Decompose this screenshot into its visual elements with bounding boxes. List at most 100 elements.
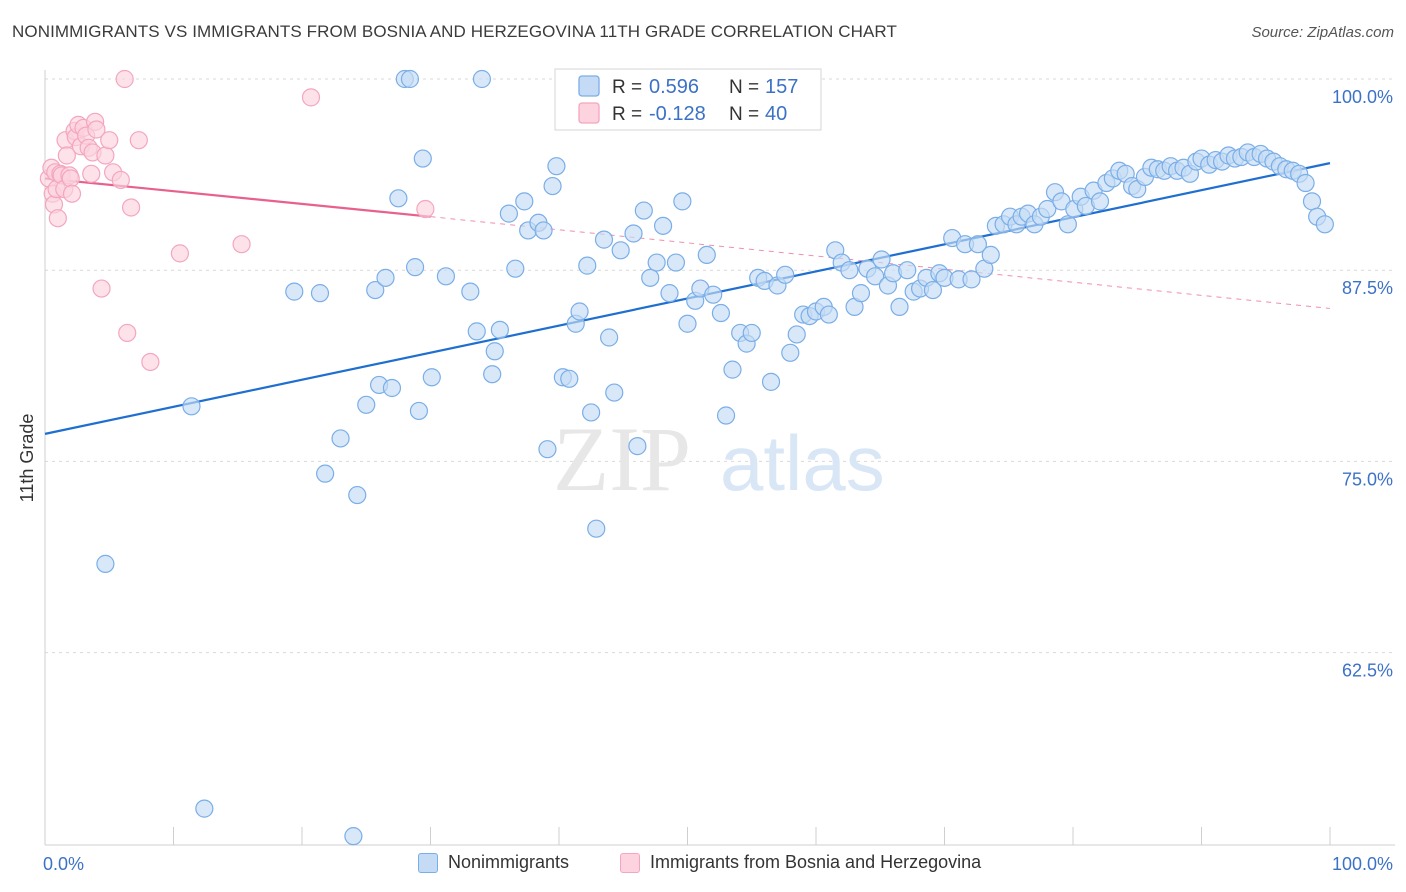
point-immigrants-31 — [115, 69, 134, 89]
point-nonimmigrants-44 — [594, 230, 614, 249]
point-immigrants-36 — [170, 244, 190, 263]
point-immigrants-25 — [87, 120, 106, 139]
point-nonimmigrants-28 — [499, 204, 518, 223]
stats-n-label-1: N = — [729, 104, 759, 125]
point-nonimmigrants-26 — [485, 342, 504, 361]
point-nonimmigrants-9 — [357, 395, 376, 414]
stats-n-value-1: 40 — [765, 103, 787, 125]
point-nonimmigrants-7 — [344, 827, 363, 846]
point-nonimmigrants-101 — [962, 270, 981, 289]
point-immigrants-6 — [48, 209, 67, 228]
stats-r-label-1: R = — [612, 104, 642, 125]
point-nonimmigrants-25 — [483, 365, 502, 384]
point-nonimmigrants-0 — [96, 554, 115, 573]
point-nonimmigrants-8 — [348, 485, 367, 505]
axes — [44, 70, 1395, 846]
watermark: ZIP atlas — [553, 408, 885, 510]
point-immigrants-30 — [111, 170, 130, 190]
watermark-zip: ZIP — [553, 408, 691, 510]
point-nonimmigrants-104 — [981, 245, 1000, 265]
point-immigrants-13 — [61, 169, 80, 188]
point-nonimmigrants-22 — [461, 282, 480, 301]
point-nonimmigrants-84 — [851, 284, 871, 303]
point-nonimmigrants-41 — [578, 256, 597, 275]
legend-item-immigrants[interactable]: Immigrants from Bosnia and Herzegovina — [620, 852, 981, 873]
stats-swatch-0 — [578, 75, 600, 97]
point-nonimmigrants-121 — [1090, 192, 1110, 211]
point-immigrants-33 — [121, 198, 141, 217]
point-nonimmigrants-102 — [968, 235, 988, 254]
point-nonimmigrants-60 — [697, 245, 716, 265]
stats-swatch-1 — [578, 102, 600, 124]
stats-legend: R = 0.596 N = 157 R = -0.128 N = 40 — [554, 68, 822, 131]
point-nonimmigrants-34 — [538, 440, 557, 459]
point-nonimmigrants-3 — [285, 282, 304, 301]
point-nonimmigrants-6 — [331, 429, 350, 448]
legend-swatch-pink — [620, 852, 640, 873]
point-nonimmigrants-63 — [716, 406, 736, 425]
point-immigrants-14 — [62, 184, 82, 203]
point-nonimmigrants-14 — [389, 189, 408, 208]
chart-source: Source: ZipAtlas.com — [1251, 24, 1394, 41]
point-nonimmigrants-87 — [872, 250, 891, 269]
point-nonimmigrants-38 — [560, 369, 579, 388]
point-nonimmigrants-35 — [543, 176, 562, 196]
point-nonimmigrants-29 — [506, 259, 525, 278]
point-nonimmigrants-57 — [678, 314, 697, 333]
point-nonimmigrants-21 — [436, 267, 456, 286]
point-nonimmigrants-10 — [366, 280, 385, 300]
stats-n-label-0: N = — [729, 77, 759, 98]
point-nonimmigrants-86 — [866, 267, 885, 286]
point-nonimmigrants-82 — [840, 261, 859, 280]
point-immigrants-35 — [141, 352, 160, 372]
point-nonimmigrants-30 — [515, 192, 534, 211]
point-nonimmigrants-116 — [1058, 215, 1077, 234]
point-nonimmigrants-47 — [611, 241, 630, 260]
point-nonimmigrants-67 — [742, 323, 761, 343]
point-nonimmigrants-42 — [582, 403, 601, 422]
point-immigrants-22 — [82, 164, 101, 183]
point-immigrants-11 — [57, 146, 76, 165]
point-nonimmigrants-24 — [472, 69, 491, 89]
point-nonimmigrants-95 — [923, 280, 943, 300]
point-nonimmigrants-33 — [534, 221, 553, 240]
point-nonimmigrants-40 — [570, 302, 589, 321]
point-nonimmigrants-74 — [787, 325, 806, 344]
point-immigrants-39 — [416, 199, 435, 219]
point-nonimmigrants-43 — [587, 519, 606, 538]
legend-swatch-blue — [418, 852, 438, 873]
legend-item-nonimmigrants[interactable]: Nonimmigrants — [418, 852, 569, 873]
point-nonimmigrants-17 — [405, 258, 425, 277]
point-immigrants-34 — [129, 131, 148, 150]
y-tick-label-0: 100.0% — [1332, 87, 1393, 107]
y-tick-label-2: 75.0% — [1342, 469, 1393, 489]
point-nonimmigrants-49 — [628, 437, 647, 456]
point-nonimmigrants-154 — [1302, 192, 1322, 211]
stats-r-value-0: 0.596 — [649, 76, 699, 98]
bottom-legend: Nonimmigrants Immigrants from Bosnia and… — [0, 852, 1406, 878]
point-nonimmigrants-51 — [641, 268, 660, 287]
point-nonimmigrants-156 — [1315, 215, 1334, 234]
point-nonimmigrants-53 — [653, 216, 673, 235]
legend-label-immigrants: Immigrants from Bosnia and Herzegovina — [650, 852, 982, 872]
point-nonimmigrants-50 — [634, 201, 653, 220]
point-nonimmigrants-2 — [195, 799, 214, 818]
axis-labels: 100.0% 87.5% 75.0% 62.5% 0.0% 100.0% 11th Grad… — [17, 87, 1393, 874]
watermark-atlas: atlas — [720, 419, 885, 507]
point-nonimmigrants-52 — [647, 253, 666, 272]
point-nonimmigrants-48 — [624, 224, 643, 243]
legend-label-nonimmigrants: Nonimmigrants — [448, 852, 570, 872]
point-nonimmigrants-61 — [704, 285, 723, 304]
point-nonimmigrants-56 — [673, 192, 692, 211]
point-nonimmigrants-16 — [400, 69, 420, 89]
point-immigrants-27 — [96, 146, 115, 165]
point-nonimmigrants-13 — [382, 378, 402, 398]
y-tick-label-3: 62.5% — [1342, 661, 1393, 681]
point-immigrants-37 — [232, 235, 251, 254]
point-nonimmigrants-20 — [422, 368, 441, 387]
point-nonimmigrants-54 — [660, 284, 679, 303]
x-tick-label-start: 0.0% — [43, 854, 84, 874]
point-nonimmigrants-18 — [409, 401, 429, 421]
point-nonimmigrants-4 — [310, 284, 330, 303]
